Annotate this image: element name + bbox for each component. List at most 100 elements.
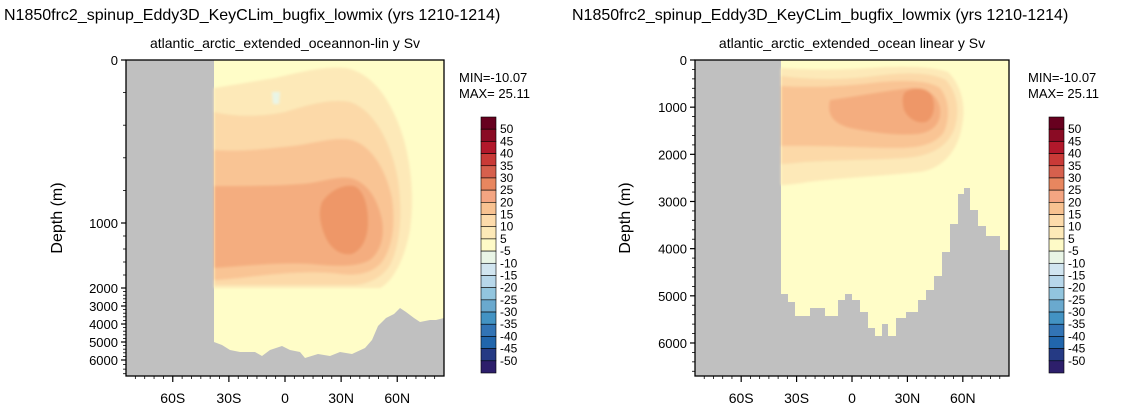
colorbar-label: 15: [500, 208, 514, 222]
left-contour-25: [319, 185, 368, 255]
colorbar-swatch: [480, 311, 497, 325]
x-tick-label: 60S: [729, 390, 754, 406]
left-y-ticks: 0 1000 2000 3000 4000 5000 6000: [89, 53, 126, 375]
colorbar-label: -20: [500, 281, 518, 295]
left-ylabel: Depth (m): [49, 182, 66, 253]
colorbar-swatch: [480, 165, 497, 179]
colorbar-label: 35: [1068, 159, 1082, 173]
right-plot-area: [695, 60, 1009, 376]
colorbar-swatch: [480, 287, 497, 301]
colorbar-swatch: [1048, 311, 1065, 325]
y-tick-label: 2000: [89, 281, 118, 296]
left-small-negative: [272, 92, 280, 104]
colorbar-label: 25: [500, 183, 514, 197]
colorbar-label: 20: [1068, 195, 1082, 209]
y-tick-label: 0: [111, 53, 118, 68]
colorbar-label: -20: [1068, 281, 1086, 295]
y-tick-label: 3000: [658, 194, 687, 209]
colorbar-label: -25: [1068, 293, 1086, 307]
colorbar-swatch: [480, 116, 497, 130]
colorbar-label: 15: [1068, 208, 1082, 222]
colorbar-label: 40: [500, 147, 514, 161]
colorbar-label: 35: [500, 159, 514, 173]
colorbar-swatch: [1048, 214, 1065, 228]
right-panel: N1850frc2_spinup_Eddy3D_KeyCLim_bugfix_l…: [572, 7, 1099, 406]
x-tick-label: 60S: [160, 390, 185, 406]
x-tick-label: 30S: [216, 390, 241, 406]
colorbar-label: -50: [500, 354, 518, 368]
colorbar-label: 5: [1068, 232, 1075, 246]
colorbar-label: 20: [500, 195, 514, 209]
colorbar-swatch: [1048, 287, 1065, 301]
colorbar-swatch: [480, 360, 497, 374]
colorbar-swatch: [480, 250, 497, 264]
colorbar-label: 25: [1068, 183, 1082, 197]
y-tick-label: 5000: [658, 289, 687, 304]
colorbar-swatch: [1048, 165, 1065, 179]
y-tick-label: 4000: [658, 242, 687, 257]
colorbar-swatch: [1048, 275, 1065, 288]
x-tick-label: 30N: [895, 390, 921, 406]
colorbar-label: 30: [500, 171, 514, 185]
right-max-label: MAX= 25.11: [1028, 86, 1099, 101]
colorbar-swatch: [480, 262, 497, 276]
colorbar-swatch: [1048, 153, 1065, 167]
x-tick-label: 0: [281, 390, 289, 406]
left-plot-area: [126, 60, 444, 376]
x-tick-label: 30N: [328, 390, 354, 406]
colorbar-label: 10: [1068, 220, 1082, 234]
colorbar-swatch: [480, 336, 497, 349]
colorbar-swatch: [480, 189, 497, 203]
left-min-label: MIN=-10.07: [459, 70, 527, 85]
left-land-bottom: [214, 308, 444, 376]
colorbar-label: -30: [1068, 305, 1086, 319]
y-tick-label: 3000: [89, 299, 118, 314]
colorbar-swatch: [1048, 336, 1065, 349]
x-tick-label: 60N: [950, 390, 976, 406]
y-tick-label: 2000: [658, 147, 687, 162]
colorbar-swatch: [1048, 299, 1065, 313]
colorbar-swatch: [1048, 202, 1065, 215]
colorbar-swatch: [1048, 116, 1065, 130]
left-title: N1850frc2_spinup_Eddy3D_KeyCLim_bugfix_l…: [4, 7, 500, 24]
left-max-label: MAX= 25.11: [459, 86, 530, 101]
y-tick-label: 4000: [89, 317, 118, 332]
colorbar-label: -10: [1068, 256, 1086, 270]
colorbar-swatch: [1048, 348, 1065, 362]
colorbar-label: -25: [500, 293, 518, 307]
left-panel: N1850frc2_spinup_Eddy3D_KeyCLim_bugfix_l…: [4, 7, 530, 406]
colorbar-swatch: [1048, 141, 1065, 154]
colorbar-swatch: [480, 202, 497, 215]
y-tick-label: 6000: [89, 353, 118, 368]
right-land-bottom: [781, 188, 1009, 376]
colorbar-swatch: [1048, 360, 1065, 374]
x-tick-label: 0: [848, 390, 856, 406]
colorbar-label: 10: [500, 220, 514, 234]
right-x-ticks: 60S 30S 0 30N 60N: [703, 376, 1001, 406]
colorbar-label: 45: [1068, 134, 1082, 148]
colorbar-label: 5: [500, 232, 507, 246]
colorbar-swatch: [480, 348, 497, 362]
colorbar-label: -50: [1068, 354, 1086, 368]
left-x-ticks: 60S 30S 0 30N 60N: [134, 376, 436, 406]
colorbar-swatch: [1048, 262, 1065, 276]
colorbar-label: 45: [500, 134, 514, 148]
right-colorbar: 5045403530252015105-5-10-15-20-25-30-35-…: [1048, 116, 1086, 374]
colorbar-swatch: [480, 153, 497, 167]
y-tick-label: 0: [680, 53, 687, 68]
colorbar-swatch: [480, 238, 497, 252]
right-land-south: [695, 60, 781, 376]
right-ylabel: Depth (m): [617, 182, 634, 253]
colorbar-swatch: [1048, 250, 1065, 264]
colorbar-swatch: [1048, 323, 1065, 337]
colorbar-swatch: [1048, 238, 1065, 252]
colorbar-label: -45: [500, 342, 518, 356]
colorbar-label: -40: [500, 329, 518, 343]
colorbar-swatch: [1048, 189, 1065, 203]
colorbar-label: -15: [1068, 268, 1086, 282]
colorbar-label: -15: [500, 268, 518, 282]
colorbar-label: 30: [1068, 171, 1082, 185]
colorbar-label: -45: [1068, 342, 1086, 356]
colorbar-swatch: [480, 214, 497, 228]
